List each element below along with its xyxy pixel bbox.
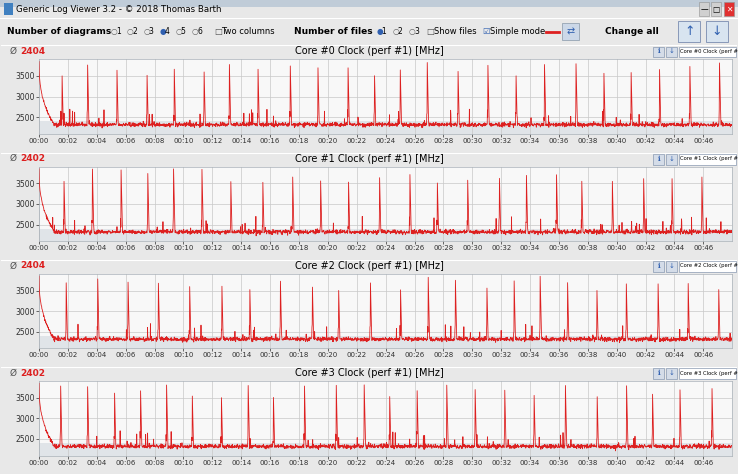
Text: Core #1 Clock (perf #1) [MHz]: Core #1 Clock (perf #1) [MHz]	[294, 154, 444, 164]
Bar	[653, 261, 664, 272]
Text: Core #0 Clock (perf #1) [MHz]: Core #0 Clock (perf #1) [MHz]	[294, 46, 444, 56]
Text: ○: ○	[143, 27, 150, 36]
Text: ↓: ↓	[668, 263, 674, 269]
Text: □: □	[712, 5, 720, 14]
Text: ℹ: ℹ	[658, 370, 660, 376]
Text: Change all: Change all	[605, 27, 659, 36]
Text: Simple mode: Simple mode	[490, 27, 545, 36]
Bar	[653, 154, 664, 164]
Text: ℹ: ℹ	[658, 263, 660, 269]
Bar	[4, 3, 13, 15]
Bar	[679, 368, 736, 379]
Text: ⇄: ⇄	[566, 27, 575, 36]
Text: 1: 1	[116, 27, 120, 36]
Text: Ø: Ø	[10, 369, 17, 378]
Text: ↓: ↓	[668, 155, 674, 162]
Text: Number of diagrams: Number of diagrams	[7, 27, 111, 36]
Text: Core #3 Clock (perf #1) [N.. ▼: Core #3 Clock (perf #1) [N.. ▼	[680, 371, 738, 375]
Text: ↓: ↓	[711, 25, 722, 38]
Bar	[0, 0, 738, 7]
Bar	[39, 228, 732, 241]
Text: ☑: ☑	[482, 27, 489, 36]
Text: ○: ○	[111, 27, 117, 36]
Bar	[39, 443, 732, 456]
Text: —: —	[700, 5, 708, 14]
Text: 3: 3	[148, 27, 154, 36]
Bar	[39, 121, 732, 134]
Bar	[39, 336, 732, 348]
Text: ℹ: ℹ	[658, 48, 660, 55]
Text: 4: 4	[165, 27, 170, 36]
Text: ○: ○	[409, 27, 415, 36]
Text: 1: 1	[382, 27, 386, 36]
Text: ↓: ↓	[668, 370, 674, 376]
Text: Core #0 Clock (perf #1) [N.. ▼: Core #0 Clock (perf #1) [N.. ▼	[680, 49, 738, 54]
Text: □: □	[427, 27, 435, 36]
Text: 2404: 2404	[20, 261, 45, 270]
Bar	[679, 46, 736, 57]
Bar	[678, 21, 700, 42]
Text: 2: 2	[398, 27, 402, 36]
Bar	[562, 23, 579, 40]
Text: ●: ●	[376, 27, 383, 36]
Bar	[666, 46, 677, 57]
Text: Core #1 Clock (perf #1) [N.. ▼: Core #1 Clock (perf #1) [N.. ▼	[680, 156, 738, 161]
Text: ✕: ✕	[726, 5, 732, 14]
Text: Two columns: Two columns	[221, 27, 275, 36]
Text: ○: ○	[127, 27, 134, 36]
Bar	[699, 2, 709, 16]
Text: □: □	[214, 27, 222, 36]
Text: Ø: Ø	[10, 154, 17, 163]
Bar	[666, 368, 677, 379]
Bar	[653, 46, 664, 57]
Bar	[724, 2, 734, 16]
Text: 3: 3	[414, 27, 419, 36]
Text: Ø: Ø	[10, 261, 17, 270]
Bar	[666, 154, 677, 164]
Text: ○: ○	[192, 27, 199, 36]
Text: Core #3 Clock (perf #1) [MHz]: Core #3 Clock (perf #1) [MHz]	[294, 368, 444, 378]
Text: Core #2 Clock (perf #1) [MHz]: Core #2 Clock (perf #1) [MHz]	[294, 261, 444, 271]
Text: ●: ●	[159, 27, 166, 36]
Text: ○: ○	[393, 27, 399, 36]
Bar	[653, 368, 664, 379]
Text: 6: 6	[197, 27, 202, 36]
Bar	[679, 154, 736, 164]
Text: Number of files: Number of files	[294, 27, 373, 36]
Text: Generic Log Viewer 3.2 - © 2018 Thomas Barth: Generic Log Viewer 3.2 - © 2018 Thomas B…	[16, 5, 221, 14]
Text: ↑: ↑	[684, 25, 694, 38]
Text: 2402: 2402	[20, 369, 45, 378]
Text: 5: 5	[181, 27, 186, 36]
Text: 2404: 2404	[20, 47, 45, 56]
Bar	[711, 2, 721, 16]
Text: Core #2 Clock (perf #1) [N.. ▼: Core #2 Clock (perf #1) [N.. ▼	[680, 264, 738, 268]
Bar	[666, 261, 677, 272]
Text: 2402: 2402	[20, 154, 45, 163]
Text: Ø: Ø	[10, 47, 17, 56]
Text: ℹ: ℹ	[658, 155, 660, 162]
Text: Show files: Show files	[434, 27, 477, 36]
Text: ↓: ↓	[668, 48, 674, 55]
Text: ○: ○	[176, 27, 182, 36]
Bar	[706, 21, 728, 42]
Text: 2: 2	[132, 27, 137, 36]
Bar	[679, 261, 736, 272]
